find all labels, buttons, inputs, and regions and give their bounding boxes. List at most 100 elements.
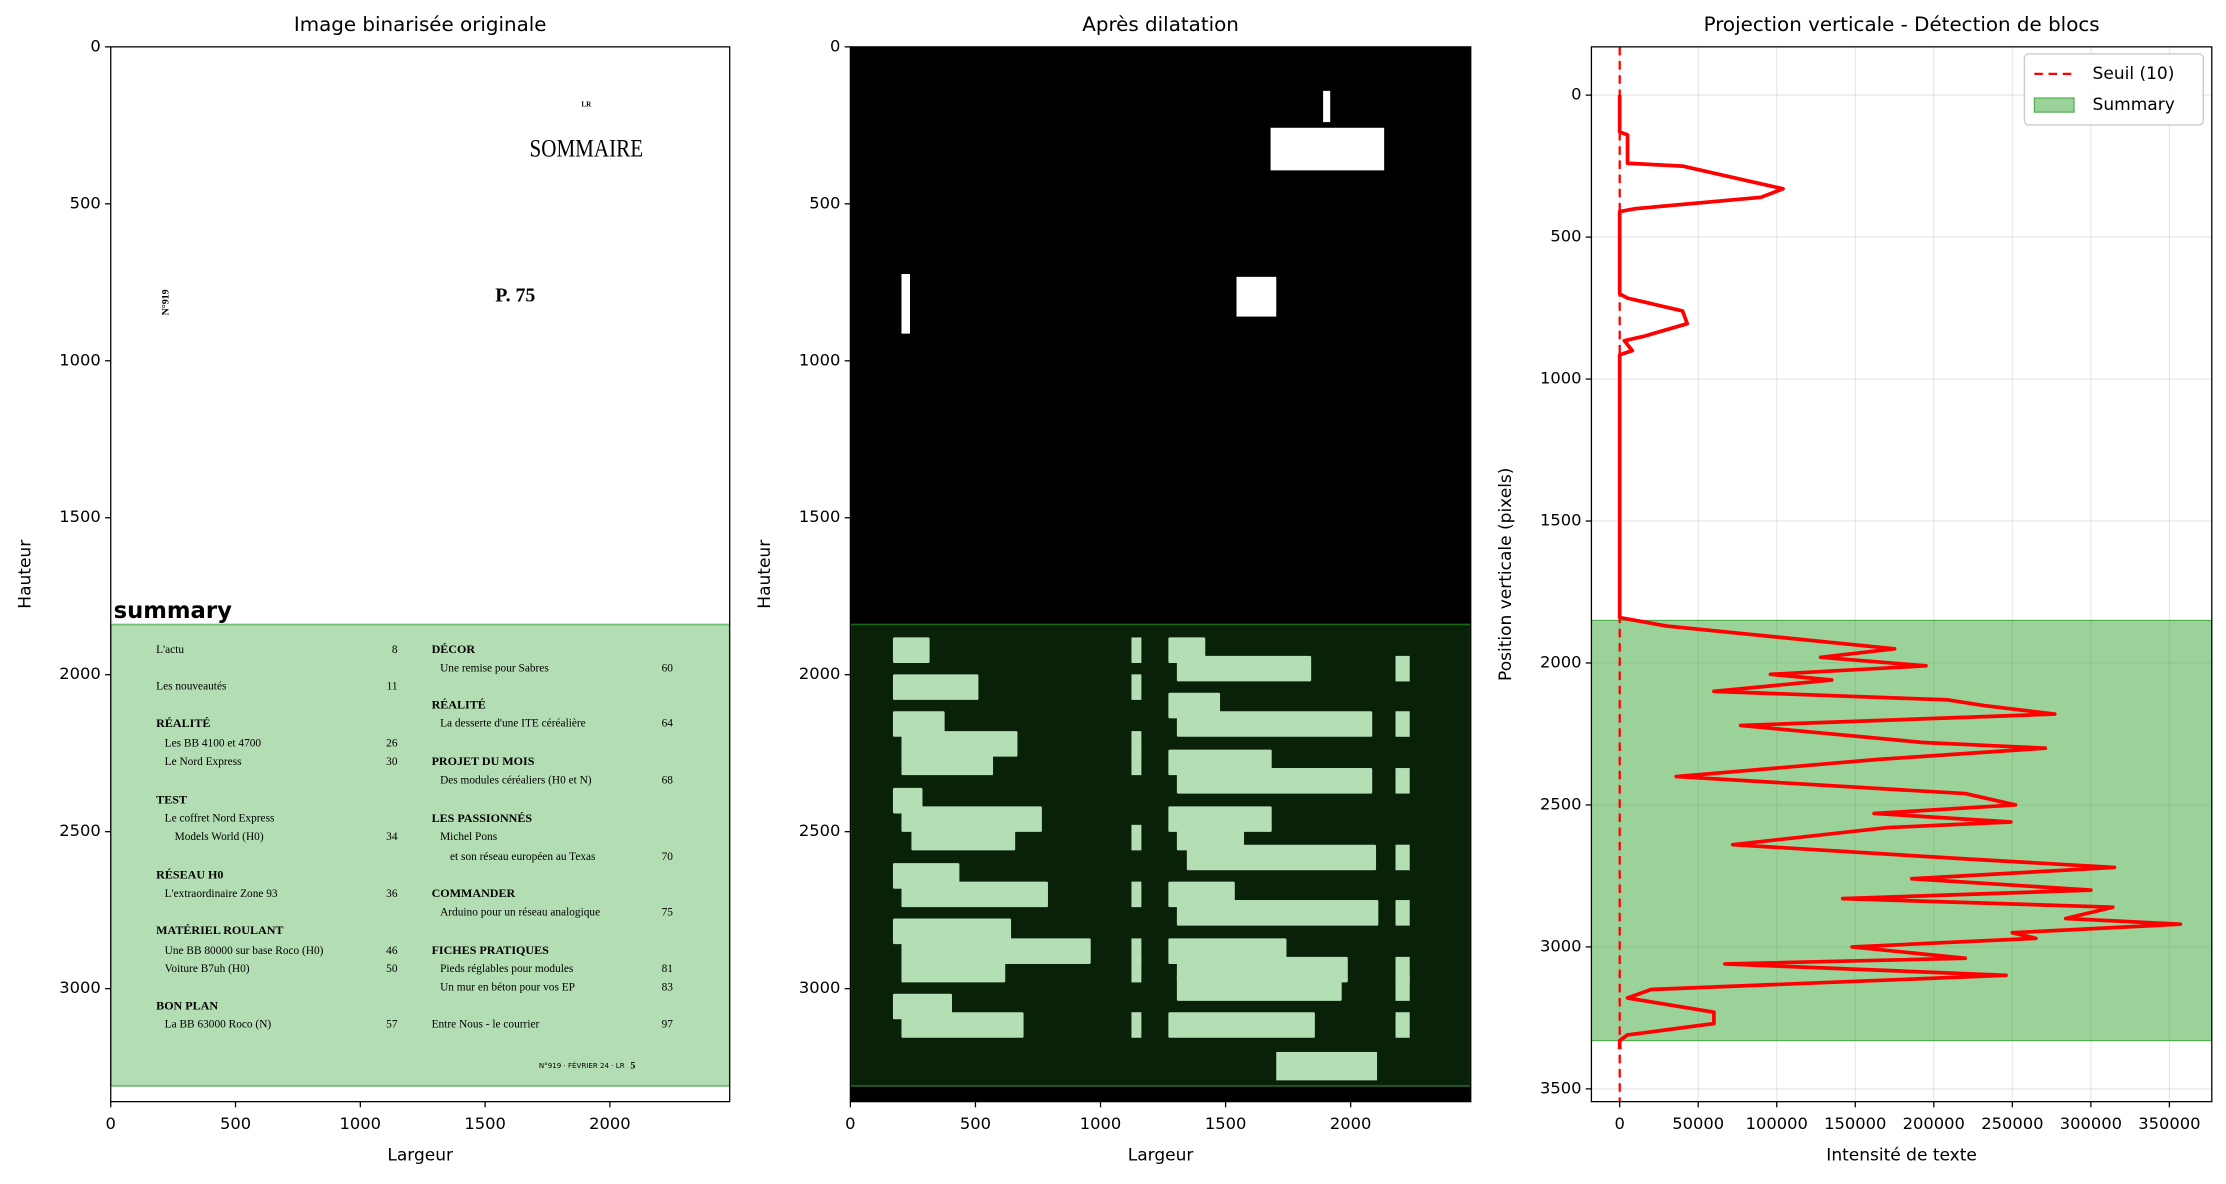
toc-page: 57 (386, 1019, 398, 1031)
summary-span (1591, 619, 2212, 1042)
dilated-blob (901, 1012, 1024, 1038)
y-axis-label: Hauteur (16, 540, 36, 609)
y-tick-label: 0 (1571, 85, 1581, 104)
x-tick-label: 1500 (464, 1114, 506, 1133)
panel-title: Après dilatation (1082, 13, 1239, 36)
x-tick-label: 50000 (1672, 1114, 1724, 1133)
dilated-blob (1131, 881, 1142, 908)
dilated-blob (1176, 824, 1245, 851)
y-tick-label: 1500 (1540, 511, 1582, 530)
toc-entry: LES PASSIONNÉS (432, 811, 533, 825)
y-axis-label: Hauteur (755, 540, 775, 609)
toc-entry: et son réseau européen au Texas (450, 851, 595, 863)
plot-area (1591, 46, 2212, 1102)
page-text: P. 75 (495, 284, 535, 306)
dilated-blob (1131, 824, 1142, 851)
toc-entry: FICHES PRATIQUES (432, 943, 550, 957)
y-tick-label: 3000 (799, 978, 841, 997)
x-tick-label: 2000 (589, 1114, 631, 1133)
toc-entry: Les BB 4100 et 4700 (165, 738, 262, 750)
toc-entry: COMMANDER (432, 886, 516, 900)
dilated-blob (911, 824, 1016, 851)
page-footer: 5 (630, 1060, 635, 1071)
y-tick-label: 1000 (799, 350, 841, 369)
toc-page: 50 (386, 963, 398, 975)
x-tick-label: 0 (1614, 1114, 1624, 1133)
panel: LR SOMMAIRE N°919 P. 75 L'actu 8 Les nouveauté… (16, 13, 731, 1166)
toc-page: 70 (662, 851, 674, 863)
toc-entry: Un mur en béton pour vos EP (440, 982, 575, 994)
dilated-blob (1395, 844, 1410, 871)
y-tick-label: 500 (809, 193, 840, 212)
x-tick-label: 500 (960, 1114, 991, 1133)
y-tick-label: 3000 (59, 978, 101, 997)
dilated-blob (1395, 975, 1410, 1001)
dilated-blob (1131, 1012, 1142, 1038)
y-tick-label: 1000 (59, 350, 101, 369)
y-tick-label: 2500 (799, 821, 841, 840)
dilated-blob (901, 956, 1006, 983)
toc-entry: Les nouveautés (156, 681, 226, 693)
toc-entry: Une BB 80000 sur base Roco (H0) (165, 945, 324, 957)
dilated-blob (1131, 938, 1142, 964)
dilated-blob (892, 637, 930, 663)
panel-title: Image binarisée originale (294, 13, 547, 36)
x-tick-label: 300000 (2060, 1114, 2122, 1133)
dilated-blob (1168, 1012, 1315, 1038)
legend-label: Summary (2093, 95, 2175, 115)
x-tick-label: 0 (845, 1114, 855, 1133)
toc-page: 75 (662, 906, 674, 918)
dilated-blob (892, 674, 979, 700)
toc-page: 34 (386, 831, 398, 843)
toc-page: 60 (662, 662, 674, 674)
y-tick-label: 0 (90, 36, 100, 55)
dilated-blob (1131, 749, 1142, 776)
page-text: N°919 (160, 289, 171, 315)
toc-entry: La BB 63000 Roco (N) (165, 1019, 272, 1031)
axes-frame (1590, 46, 2213, 1103)
toc-page: 30 (386, 756, 398, 768)
toc-entry: Models World (H0) (175, 831, 264, 843)
dilated-blob (1131, 731, 1142, 757)
region-label: summary (853, 598, 972, 624)
plot-area: LR SOMMAIRE N°919 P. 75 L'actu 8 Les nouveauté… (110, 46, 730, 1102)
dilated-blob (1176, 975, 1342, 1001)
toc-page: 64 (662, 718, 674, 730)
x-tick-label: 250000 (1981, 1114, 2043, 1133)
dilated-blob (1131, 956, 1142, 983)
toc-entry: Voiture B7uh (H0) (165, 963, 250, 975)
toc-entry: MATÉRIEL ROULANT (156, 923, 283, 937)
axes-frame (849, 46, 1472, 1103)
toc-entry: PROJET DU MOIS (432, 754, 535, 768)
panel-title: Projection verticale - Détection de bloc… (1704, 13, 2100, 36)
toc-entry: La desserte d'une ITE céréalière (440, 718, 586, 730)
y-tick-label: 3500 (1540, 1078, 1582, 1097)
toc-page: 83 (662, 982, 674, 994)
toc-entry: Michel Pons (440, 831, 497, 843)
y-axis-label: Position verticale (pixels) (1496, 468, 1516, 681)
toc-page: 97 (662, 1019, 674, 1031)
dilated-blob (901, 274, 910, 334)
x-axis-label: Largeur (1128, 1146, 1194, 1166)
region-label: summary (114, 598, 233, 624)
dilated-blob (1270, 127, 1385, 171)
dilated-blob (1131, 674, 1142, 700)
y-tick-label: 1500 (799, 507, 841, 526)
toc-entry: Le Nord Express (165, 756, 242, 768)
dilated-blob (1186, 844, 1377, 871)
projection-line (1617, 95, 2183, 1050)
dilated-blob (1176, 655, 1312, 682)
y-tick-label: 2000 (799, 664, 841, 683)
dilated-blob (901, 749, 994, 776)
x-tick-label: 1000 (1080, 1114, 1122, 1133)
x-tick-label: 2000 (1330, 1114, 1372, 1133)
page-text: LR (581, 101, 592, 109)
dilated-blob (1395, 1012, 1410, 1038)
dilated-blob (1395, 768, 1410, 794)
y-tick-label: 2500 (59, 821, 101, 840)
x-tick-label: 150000 (1824, 1114, 1886, 1133)
y-tick-label: 2500 (1540, 794, 1582, 813)
x-tick-label: 1000 (340, 1114, 382, 1133)
